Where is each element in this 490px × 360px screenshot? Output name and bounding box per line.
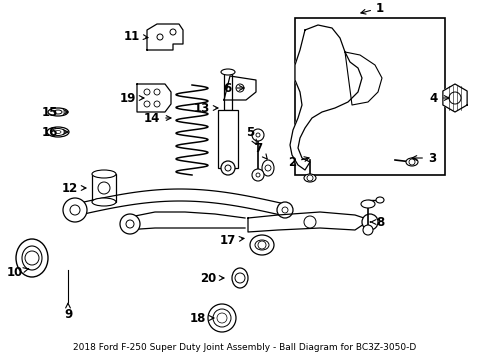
Polygon shape [443, 84, 467, 112]
Circle shape [120, 214, 140, 234]
Text: 5: 5 [246, 126, 256, 144]
Ellipse shape [304, 174, 316, 182]
Text: 8: 8 [370, 216, 384, 229]
Text: 13: 13 [194, 102, 218, 114]
Polygon shape [137, 84, 171, 112]
Ellipse shape [406, 158, 418, 166]
Polygon shape [75, 189, 285, 216]
Ellipse shape [47, 127, 69, 137]
Ellipse shape [221, 69, 235, 75]
Bar [218, 111, 238, 168]
Ellipse shape [48, 108, 68, 116]
Polygon shape [345, 52, 382, 105]
Ellipse shape [250, 235, 274, 255]
Ellipse shape [16, 239, 48, 277]
Bar [92, 174, 116, 202]
Circle shape [304, 216, 316, 228]
Text: 3: 3 [412, 152, 436, 165]
Text: 20: 20 [200, 271, 224, 284]
Text: 4: 4 [430, 91, 449, 104]
Ellipse shape [262, 160, 274, 176]
Polygon shape [290, 25, 362, 170]
Text: 18: 18 [190, 311, 214, 324]
Polygon shape [125, 212, 245, 230]
Circle shape [277, 202, 293, 218]
Ellipse shape [361, 200, 375, 208]
Circle shape [221, 161, 235, 175]
Text: 17: 17 [220, 234, 244, 247]
Circle shape [362, 214, 378, 230]
Polygon shape [248, 212, 370, 232]
Circle shape [252, 129, 264, 141]
Text: 9: 9 [64, 303, 72, 320]
Text: 7: 7 [254, 141, 267, 159]
Text: 1: 1 [361, 1, 384, 14]
Text: 10: 10 [7, 266, 29, 279]
Ellipse shape [376, 197, 384, 203]
Text: 6: 6 [223, 81, 244, 94]
Ellipse shape [92, 198, 116, 206]
Text: 19: 19 [120, 91, 144, 104]
Ellipse shape [92, 170, 116, 178]
Bar [224, 72, 232, 111]
Ellipse shape [232, 268, 248, 288]
Text: 14: 14 [144, 112, 171, 125]
Circle shape [252, 169, 264, 181]
Circle shape [63, 198, 87, 222]
Polygon shape [224, 76, 256, 100]
Text: 11: 11 [124, 30, 148, 42]
Text: 15: 15 [42, 105, 68, 118]
Text: 2018 Ford F-250 Super Duty Joint Assembly - Ball Diagram for BC3Z-3050-D: 2018 Ford F-250 Super Duty Joint Assembl… [74, 343, 416, 352]
Text: 12: 12 [62, 181, 86, 194]
Polygon shape [147, 24, 183, 50]
Circle shape [208, 304, 236, 332]
Bar [295, 18, 445, 175]
Text: 2: 2 [288, 156, 309, 168]
Circle shape [363, 225, 373, 235]
Text: 16: 16 [42, 126, 68, 139]
